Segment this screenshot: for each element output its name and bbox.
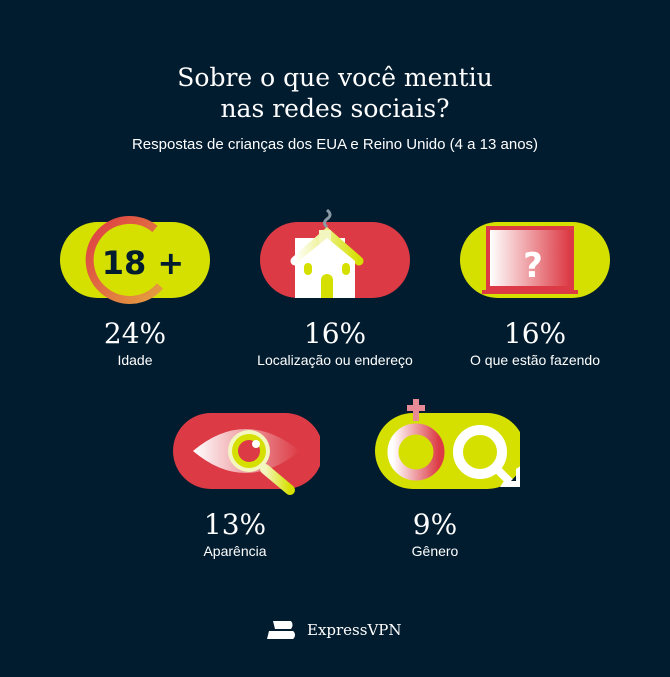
title-line-2: nas redes sociais? (220, 94, 450, 123)
stat-label: Aparência (203, 543, 267, 559)
stat-percent: 16% (303, 317, 367, 350)
page-title: Sobre o que você mentiu nas redes sociai… (0, 62, 670, 124)
eye-magnifier-icon (173, 413, 320, 495)
age-badge-text: 18 + (102, 244, 184, 282)
subtitle: Respostas de crianças dos EUA e Reino Un… (131, 136, 539, 153)
question-mark: ? (523, 246, 543, 286)
stat-percent: 9% (412, 508, 458, 541)
stat-activity: ? 16% O que estão fazendo (435, 206, 635, 368)
expressvpn-logo: ExpressVPN (265, 619, 402, 641)
stat-age: 18 + 24% Idade (35, 206, 235, 368)
laptop-question-icon: ? (460, 222, 610, 298)
title-line-1: Sobre o que você mentiu (177, 63, 493, 92)
stat-appearance: 13% Aparência (135, 397, 335, 559)
stat-location: 16% Localização ou endereço (235, 206, 435, 368)
expressvpn-logo-icon (267, 621, 295, 639)
gender-symbols-icon (375, 399, 520, 489)
house-icon (260, 208, 410, 298)
stat-percent: 13% (203, 508, 267, 541)
stat-label: Idade (117, 352, 153, 368)
stat-label: Localização ou endereço (257, 352, 413, 368)
age-18-plus-icon: 18 + (60, 215, 210, 304)
stat-percent: 16% (503, 317, 567, 350)
stat-label: Gênero (411, 543, 459, 559)
stat-label: O que estão fazendo (470, 352, 600, 368)
brand-name: ExpressVPN (307, 621, 402, 639)
stat-gender: 9% Gênero (335, 397, 535, 559)
stat-percent: 24% (103, 317, 167, 350)
